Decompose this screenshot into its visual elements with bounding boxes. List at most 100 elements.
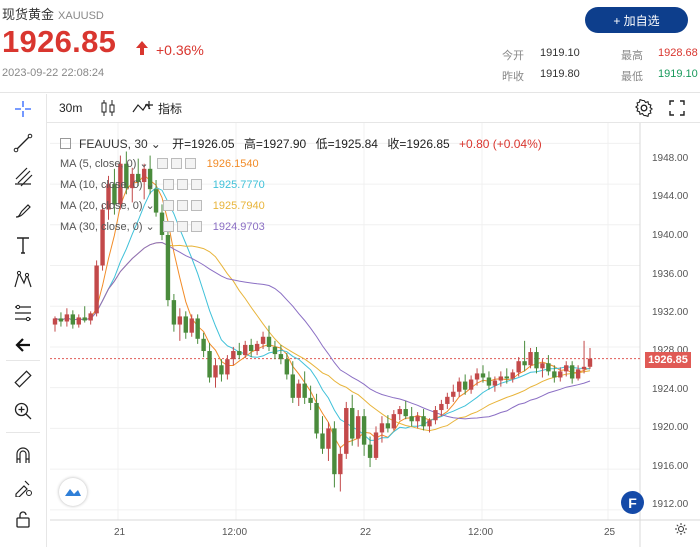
ma-line bbox=[54, 174, 591, 449]
y-tick: 1944.00 bbox=[652, 191, 689, 202]
brush-icon[interactable] bbox=[11, 200, 35, 222]
crosshair-icon[interactable] bbox=[11, 98, 35, 120]
close-icon[interactable] bbox=[190, 200, 202, 211]
instrument-title: 现货黄金 bbox=[2, 7, 55, 22]
candle-body bbox=[64, 314, 70, 322]
close-icon[interactable] bbox=[190, 179, 202, 190]
x-tick: 22 bbox=[360, 527, 372, 538]
current-price-tag: 1926.85 bbox=[645, 352, 691, 368]
legend-change: +0.80 (+0.04%) bbox=[459, 137, 542, 151]
legend-symbol: FEAUUS, 30 bbox=[79, 137, 148, 151]
ma-label: MA (20, close, 0) bbox=[60, 199, 143, 212]
interval-selector[interactable]: 30m bbox=[59, 101, 83, 115]
low-label: 最低 bbox=[621, 71, 643, 83]
eye-icon[interactable] bbox=[162, 200, 174, 211]
chevron-down-icon[interactable]: ⌄ bbox=[145, 221, 155, 233]
ma10-row: MA (10, close, 0) ⌄ 1925.7770 bbox=[60, 178, 265, 192]
open-value: 1919.10 bbox=[540, 47, 580, 59]
trend-line-icon[interactable] bbox=[11, 132, 35, 154]
tradingview-logo-icon[interactable] bbox=[59, 478, 87, 506]
candle-body bbox=[492, 380, 498, 386]
candle-body bbox=[361, 416, 367, 445]
y-tick: 1936.00 bbox=[652, 269, 689, 280]
candle-style-icon[interactable] bbox=[100, 94, 116, 122]
zoom-in-icon[interactable] bbox=[11, 400, 35, 422]
ma-value: 1926.1540 bbox=[206, 157, 259, 170]
eye-icon[interactable] bbox=[162, 221, 174, 232]
settings-small-icon[interactable] bbox=[674, 522, 688, 541]
chevron-down-icon[interactable]: ⌄ bbox=[145, 179, 155, 191]
eye-icon[interactable] bbox=[156, 158, 168, 169]
magnet-icon[interactable] bbox=[11, 444, 35, 466]
x-tick: 12:00 bbox=[468, 527, 494, 538]
candle-body bbox=[231, 351, 236, 360]
ma5-row: MA (5, close, 0) ⌄ 1926.1540 bbox=[60, 157, 259, 171]
text-tool-icon[interactable] bbox=[11, 234, 35, 256]
eye-icon[interactable] bbox=[162, 179, 174, 190]
chart-toolbar: 30m 指标 bbox=[47, 94, 700, 123]
candle-body bbox=[427, 420, 432, 427]
candle-body bbox=[171, 300, 177, 325]
back-arrow-icon[interactable] bbox=[11, 334, 35, 356]
ma-value: 1925.7940 bbox=[212, 199, 265, 212]
candle-body bbox=[219, 365, 224, 375]
candle-body bbox=[183, 316, 188, 333]
high-value: 1928.68 bbox=[658, 47, 698, 59]
close-icon[interactable] bbox=[190, 221, 202, 232]
candle-body bbox=[474, 373, 480, 380]
indicators-button[interactable]: 指标 bbox=[132, 94, 182, 122]
add-to-watchlist-button[interactable]: + 加自选 bbox=[585, 7, 688, 33]
candle-body bbox=[439, 403, 444, 411]
y-tick: 1916.00 bbox=[652, 461, 689, 472]
candle-body bbox=[302, 383, 307, 398]
candle-body bbox=[195, 318, 200, 339]
y-tick: 1912.00 bbox=[652, 499, 689, 510]
candle-body bbox=[243, 344, 248, 356]
candle-body bbox=[225, 359, 230, 375]
candle-body bbox=[587, 358, 593, 367]
f-badge: F bbox=[621, 491, 644, 514]
candle-body bbox=[480, 373, 486, 378]
timestamp: 2023-09-22 22:08:24 bbox=[2, 67, 105, 79]
candle-body bbox=[445, 396, 450, 404]
chevron-down-icon[interactable]: ⌄ bbox=[139, 158, 149, 170]
chevron-down-icon[interactable]: ⌄ bbox=[150, 137, 161, 151]
lock-drawings-icon[interactable] bbox=[11, 476, 35, 498]
candle-body bbox=[320, 433, 325, 449]
x-tick: 12:00 bbox=[222, 527, 248, 538]
candle-body bbox=[237, 351, 242, 356]
gear-icon[interactable] bbox=[170, 158, 182, 169]
fullscreen-icon[interactable] bbox=[669, 94, 685, 122]
legend-checkbox[interactable] bbox=[60, 138, 71, 149]
indicators-label: 指标 bbox=[158, 101, 183, 116]
gear-icon[interactable] bbox=[176, 179, 188, 190]
candle-body bbox=[266, 336, 272, 347]
candle-body bbox=[254, 343, 260, 352]
candle-body bbox=[272, 346, 278, 355]
candle-body bbox=[314, 402, 319, 434]
candle-body bbox=[338, 453, 343, 475]
toolbar-separator bbox=[6, 360, 40, 361]
unlock-icon[interactable] bbox=[11, 508, 35, 530]
gear-icon[interactable] bbox=[176, 200, 188, 211]
settings-icon[interactable] bbox=[635, 94, 653, 122]
candle-body bbox=[278, 354, 284, 360]
ohlc-legend: FEAUUS, 30 ⌄ 开=1926.05 高=1927.90 低=1925.8… bbox=[60, 135, 542, 152]
y-tick: 1932.00 bbox=[652, 307, 689, 318]
legend-open: 开=1926.05 bbox=[172, 137, 235, 151]
close-icon[interactable] bbox=[184, 158, 196, 169]
gear-icon[interactable] bbox=[176, 221, 188, 232]
candle-body bbox=[546, 363, 551, 372]
candle-body bbox=[177, 316, 183, 325]
fib-icon[interactable] bbox=[11, 302, 35, 324]
candle-body bbox=[88, 313, 93, 321]
ma-value: 1924.9703 bbox=[212, 220, 265, 233]
candle-body bbox=[552, 371, 557, 378]
current-price: 1926.85 bbox=[2, 24, 117, 59]
candle-body bbox=[260, 336, 266, 344]
pitchfork-icon[interactable] bbox=[11, 166, 35, 188]
ruler-icon[interactable] bbox=[11, 368, 35, 390]
chevron-down-icon[interactable]: ⌄ bbox=[145, 200, 155, 212]
pattern-icon[interactable] bbox=[11, 268, 35, 290]
candle-body bbox=[284, 359, 290, 375]
